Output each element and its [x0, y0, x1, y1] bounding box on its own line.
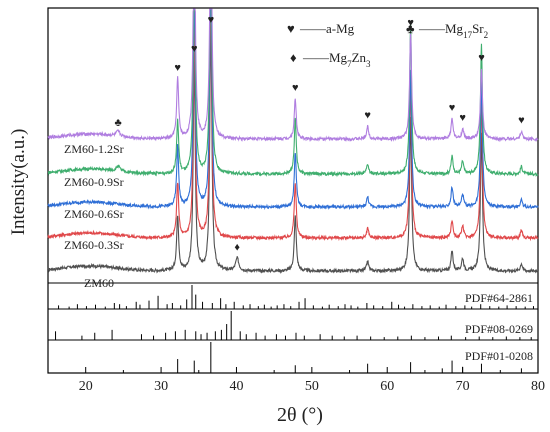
- series-label-ZM60: ZM60: [84, 276, 114, 290]
- series-line-ZM60-1.2Sr: [47, 8, 539, 143]
- y-axis-label: Intensity(a.u.): [8, 129, 29, 236]
- peak-marker: ♥: [518, 115, 525, 127]
- x-tick-label: 40: [229, 379, 243, 394]
- series-label-ZM60-0.6Sr: ZM60-0.6Sr: [64, 207, 124, 221]
- series-labels: ZM60 ZM60-0.3Sr ZM60-0.6Sr ZM60-0.9Sr ZM60-1…: [64, 142, 124, 290]
- peak-marker: ♥: [449, 102, 456, 114]
- series-line-ZM60: [47, 18, 539, 275]
- legend-symbol: ♣: [406, 21, 415, 36]
- ref-pattern-0: PDF#64-2861: [58, 285, 534, 309]
- x-tick-label: 30: [154, 379, 168, 394]
- x-tick-label: 50: [305, 379, 319, 394]
- reference-patterns: PDF#64-2861 PDF#08-0269 PDF#01-0208: [55, 285, 534, 373]
- legend-entry-a-mg: ♥ ——a-Mg: [287, 21, 355, 36]
- series-line-ZM60-0.6Sr: [47, 8, 539, 211]
- ref-label-2: PDF#01-0208: [465, 349, 533, 363]
- series-line-ZM60-0.9Sr: [47, 8, 539, 178]
- ref-label-1: PDF#08-0269: [465, 322, 533, 336]
- series-layer: [47, 8, 539, 275]
- peak-marker: ♥: [459, 112, 466, 124]
- series-label-ZM60-0.9Sr: ZM60-0.9Sr: [64, 175, 124, 189]
- series-label-ZM60-1.2Sr: ZM60-1.2Sr: [64, 142, 124, 156]
- legend-symbol: ♦: [290, 50, 297, 65]
- plot-frame: [47, 7, 539, 374]
- x-tick-label: 20: [79, 379, 93, 394]
- series-line-ZM60-0.3Sr: [47, 8, 539, 242]
- peak-marker: ♥: [364, 110, 371, 122]
- legend-entry-mg7zn3: ♦ ——Mg7Zn3: [290, 50, 371, 69]
- x-tick-label: 70: [456, 379, 470, 394]
- x-tick-label: 60: [380, 379, 394, 394]
- peak-marker: ♣: [114, 117, 121, 129]
- x-axis-label: 2θ (°): [277, 404, 323, 426]
- x-axis: 20 30 40 50 60 70 80: [47, 367, 545, 394]
- peak-marker: ♥: [478, 52, 485, 64]
- peak-marker: ♥: [208, 14, 215, 26]
- reference-dividers: [48, 282, 538, 341]
- ref-pattern-2: PDF#01-0208: [177, 342, 533, 373]
- plot-border: [47, 7, 539, 374]
- series-label-ZM60-0.3Sr: ZM60-0.3Sr: [64, 238, 124, 252]
- peak-marker: ♦: [234, 242, 240, 254]
- legend-label: ——Mg17Sr2: [418, 21, 488, 40]
- peak-marker: ♥: [292, 82, 299, 94]
- peak-marker: ♥: [191, 43, 198, 55]
- ref-label-0: PDF#64-2861: [465, 291, 533, 305]
- legend-label: ——a-Mg: [299, 21, 355, 36]
- peak-marker: ♥: [174, 62, 181, 74]
- legend: ♥ ——a-Mg ♣ ——Mg17Sr2 ♦ ——Mg7Zn3: [287, 21, 488, 69]
- legend-label: ——Mg7Zn3: [302, 50, 371, 69]
- ref-pattern-1: PDF#08-0269: [55, 311, 533, 340]
- peak-markers: ♥♥♥♥♥♥♥♥♥♥♣♦: [114, 14, 524, 254]
- legend-entry-mg17sr2: ♣ ——Mg17Sr2: [406, 21, 488, 40]
- legend-symbol: ♥: [287, 21, 295, 36]
- x-tick-label: 80: [531, 379, 545, 394]
- peak-marker: ♥: [407, 17, 414, 29]
